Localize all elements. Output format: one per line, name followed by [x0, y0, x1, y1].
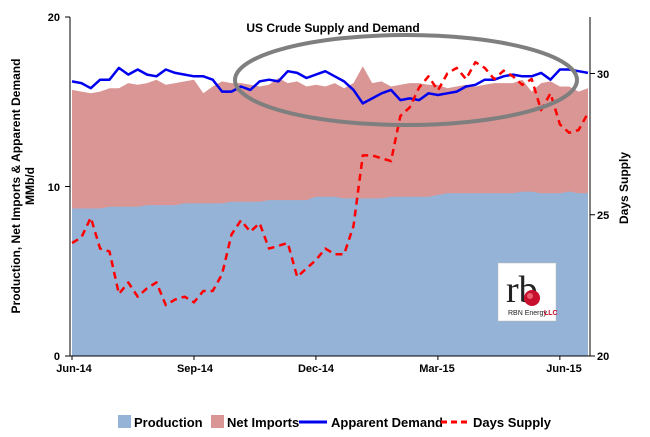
left-tick-10: 10	[48, 182, 60, 194]
days-supply-line	[71, 60, 590, 307]
production-area	[72, 191, 588, 356]
x-tick-mar-15: Mar-15	[419, 363, 454, 375]
legend-label-apparent-demand: Apparent Demand	[331, 415, 443, 430]
tick-marks	[65, 16, 595, 360]
right-tick-25: 25	[597, 210, 609, 222]
highlight-ellipse	[233, 33, 579, 127]
legend-swatch-net-imports	[211, 415, 224, 428]
left-axis-title: Production, Net Imports & Apparent Deman…	[9, 59, 23, 314]
x-tick-sep-14: Sep-14	[177, 363, 214, 375]
right-axis-title: Days Supply	[617, 152, 631, 224]
rbn-logo: rb RBN Energy LLC	[497, 262, 558, 322]
legend: Production Net Imports Apparent Demand D…	[118, 415, 552, 430]
x-tick-jun-14: Jun-14	[56, 363, 92, 375]
plot-areas	[72, 66, 588, 356]
logo-text: RBN Energy	[508, 310, 547, 317]
left-axis-unit: MMb/d	[23, 167, 37, 205]
right-tick-30: 30	[597, 69, 609, 81]
x-tick-dec-14: Dec-14	[298, 363, 335, 375]
left-tick-20: 20	[48, 12, 60, 24]
chart-title: US Crude Supply and Demand	[246, 21, 419, 35]
apparent-demand-line	[71, 66, 589, 105]
x-tick-jun-15: Jun-15	[546, 363, 581, 375]
legend-label-net-imports: Net Imports	[227, 415, 299, 430]
logo-dot-highlight	[527, 293, 533, 299]
logo-text-suffix: LLC	[544, 310, 558, 317]
left-tick-0: 0	[54, 351, 60, 363]
plot-lines	[71, 60, 590, 307]
legend-label-days-supply: Days Supply	[473, 415, 552, 430]
legend-swatch-production	[118, 415, 131, 428]
right-tick-20: 20	[597, 351, 609, 363]
legend-label-production: Production	[134, 415, 203, 430]
